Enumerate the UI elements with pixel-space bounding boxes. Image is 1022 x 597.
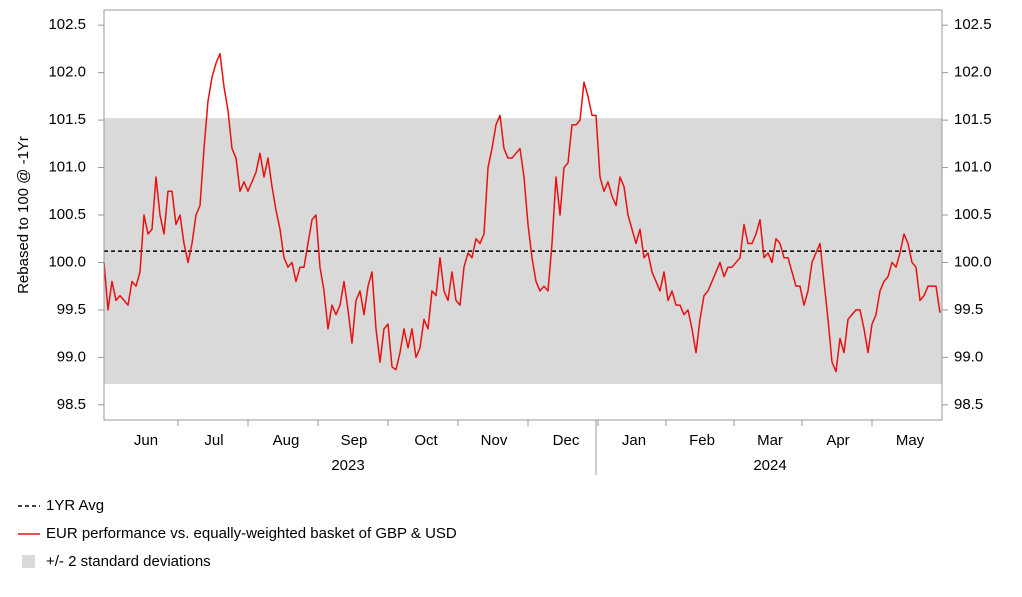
x-tick-label: Aug: [273, 432, 300, 449]
year-label: 2024: [753, 457, 786, 474]
y2-tick-label: 98.5: [954, 396, 983, 413]
y-tick-label: 99.5: [57, 301, 86, 318]
x-tick-label: Oct: [414, 432, 438, 449]
y2-tick-label: 101.5: [954, 111, 992, 128]
y2-tick-label: 100.0: [954, 253, 992, 270]
x-tick-label: Mar: [757, 432, 783, 449]
year-label: 2023: [331, 457, 364, 474]
y2-tick-label: 102.0: [954, 64, 992, 81]
x-tick-label: May: [896, 432, 925, 449]
data-line: [103, 52, 941, 373]
y2-tick-label: 102.5: [954, 16, 992, 33]
x-tick-label: Jan: [622, 432, 646, 449]
plot-area: [103, 52, 942, 384]
x-tick-label: Dec: [553, 432, 580, 449]
x-tick-label: Apr: [826, 432, 849, 449]
y2-tick-label: 100.5: [954, 206, 992, 223]
y-tick-label: 101.5: [48, 111, 86, 128]
y2-tick-label: 99.0: [954, 348, 983, 365]
y-axis-label: Rebased to 100 @ -1Yr: [15, 136, 32, 294]
legend: 1YR Avg EUR performance vs. equally-weig…: [18, 497, 457, 570]
y-tick-label: 100.5: [48, 206, 86, 223]
y2-tick-label: 99.5: [954, 301, 983, 318]
y-tick-label: 100.0: [48, 253, 86, 270]
std-band: [104, 118, 942, 384]
y-tick-label: 101.0: [48, 159, 86, 176]
x-tick-label: Sep: [341, 432, 368, 449]
y2-tick-label: 101.0: [954, 159, 992, 176]
legend-swatch: [22, 555, 35, 568]
x-tick-label: Jun: [134, 432, 158, 449]
x-tick-label: Nov: [481, 432, 508, 449]
y-tick-label: 98.5: [57, 396, 86, 413]
y-tick-label: 102.5: [48, 16, 86, 33]
y-tick-label: 99.0: [57, 348, 86, 365]
x-tick-label: Jul: [204, 432, 223, 449]
y-tick-label: 102.0: [48, 64, 86, 81]
legend-label: +/- 2 standard deviations: [46, 553, 211, 570]
legend-label: EUR performance vs. equally-weighted bas…: [46, 525, 457, 542]
legend-label: 1YR Avg: [46, 497, 104, 514]
x-tick-label: Feb: [689, 432, 715, 449]
